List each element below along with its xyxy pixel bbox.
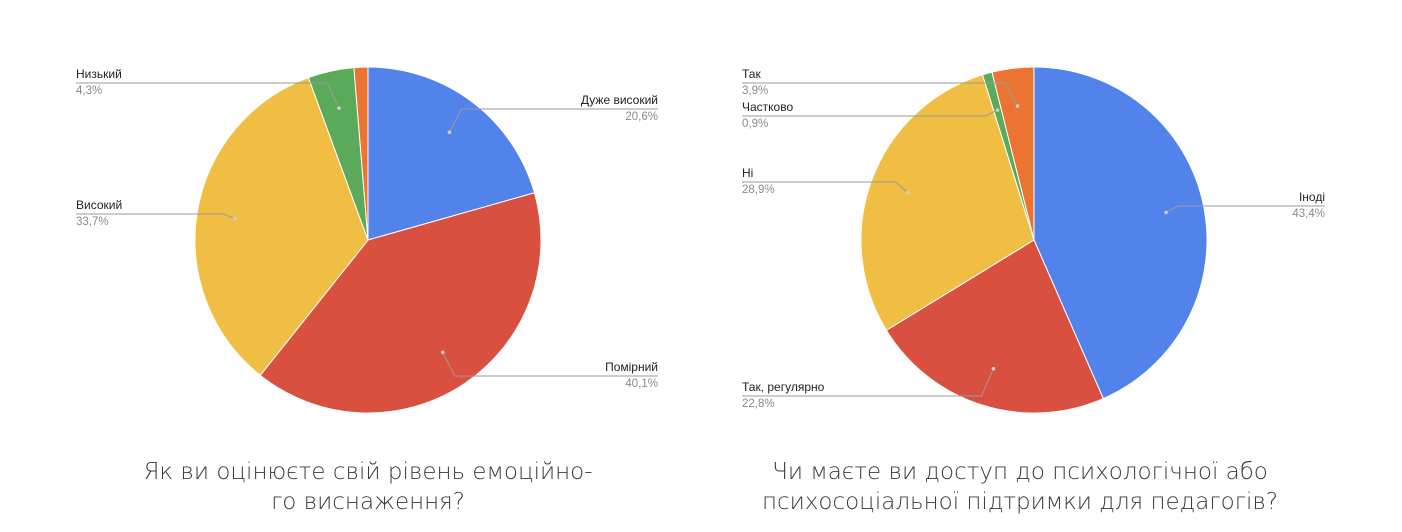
leader-dot — [995, 108, 1000, 112]
slice-percent: 4,3% — [76, 85, 102, 97]
chart-title-line-1: Як ви оцінюєте свій рівень емоційно- — [143, 459, 593, 485]
pie-slice — [353, 66, 369, 241]
slice-label-group: Так, регулярно 22,8% — [742, 366, 996, 410]
slice-label-group: Помірний 40,1% — [441, 350, 658, 390]
leader-dot — [1164, 210, 1168, 215]
pie-chart-emotional-exhaustion: Дуже високий 20,6% Помірний 40,1% Високий 33,… — [76, 66, 658, 414]
slice-percent: 20,6% — [625, 111, 658, 123]
slice-label: Іноді — [1299, 190, 1325, 204]
pie-slice — [860, 74, 1035, 331]
leader-line — [742, 109, 998, 117]
leader-line — [76, 213, 235, 219]
leader-dot — [337, 106, 341, 110]
slice-percent: 3,9% — [742, 85, 768, 97]
slice-label-group: Дуже високий 20,6% — [447, 93, 658, 135]
slice-label-group: Іноді 43,4% — [1164, 190, 1325, 220]
leader-line — [448, 108, 658, 133]
leader-dot — [1015, 104, 1020, 108]
leader-line — [742, 82, 1018, 107]
leader-line — [742, 368, 994, 397]
slice-label: Так, регулярно — [742, 380, 825, 394]
pie-slice — [259, 192, 542, 414]
chart-title-support-access: Чи маєте ви доступ до психологічної або … — [720, 457, 1320, 517]
slice-label-group: Так 3,9% — [742, 67, 1020, 108]
leader-line — [1165, 205, 1325, 213]
chart-title-line-1: Чи маєте ви доступ до психологічної або — [772, 459, 1268, 485]
pie-slices — [194, 66, 542, 414]
slice-percent: 28,9% — [742, 184, 775, 196]
leader-dot — [991, 366, 996, 371]
leader-line — [742, 181, 909, 193]
slice-percent: 40,1% — [625, 378, 658, 390]
pie-slice — [991, 66, 1035, 241]
slice-label: Помірний — [605, 360, 658, 374]
slice-label: Дуже високий — [581, 93, 658, 107]
slice-label: Низький — [76, 67, 122, 81]
slice-label: Так — [742, 67, 761, 81]
pie-chart-support-access: Іноді 43,4% Так, регулярно 22,8% Ні 28,9% Част… — [742, 66, 1325, 414]
slice-percent: 22,8% — [742, 398, 775, 410]
pie-slices — [860, 66, 1208, 414]
slice-label-group: Частково 0,9% — [742, 100, 1000, 130]
chart-title-line-2: го виснаження? — [270, 489, 466, 515]
leader-dot — [233, 216, 237, 221]
slice-label: Ні — [742, 166, 753, 180]
leader-dot — [447, 130, 452, 135]
slice-label-group: Високий 33,7% — [76, 198, 237, 228]
leader-line — [442, 352, 658, 377]
leader-dot — [441, 350, 445, 355]
pie-slice — [885, 239, 1104, 414]
pie-labels: Дуже високий 20,6% Помірний 40,1% Високий 33,… — [76, 67, 658, 390]
slice-label: Високий — [76, 198, 122, 212]
pie-slice — [1033, 66, 1208, 400]
pie-slice — [194, 76, 369, 377]
pie-slice — [367, 66, 536, 241]
pie-labels: Іноді 43,4% Так, регулярно 22,8% Ні 28,9% Част… — [742, 67, 1325, 410]
leader-line — [76, 82, 340, 109]
slice-percent: 43,4% — [1292, 208, 1325, 220]
chart-title-line-2: психосоціальної підтримки для педагогів? — [761, 489, 1279, 515]
slice-label-group: Низький 4,3% — [76, 67, 341, 110]
slice-label: Частково — [742, 100, 793, 114]
chart-title-emotional-exhaustion: Як ви оцінюєте свій рівень емоційно- го … — [118, 457, 618, 517]
leader-dot — [905, 190, 910, 195]
slice-percent: 0,9% — [742, 118, 768, 130]
slice-label-group: Ні 28,9% — [742, 166, 910, 196]
slice-percent: 33,7% — [76, 216, 109, 228]
